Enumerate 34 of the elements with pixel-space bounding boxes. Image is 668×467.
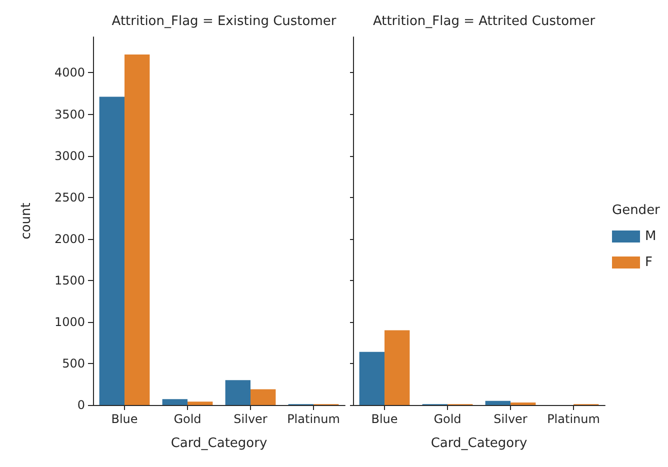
y-tick-label: 4000	[54, 66, 85, 80]
x-tick-label: Silver	[234, 412, 268, 426]
x-tick-label: Blue	[111, 412, 138, 426]
bar	[162, 399, 188, 405]
legend-title: Gender	[612, 203, 661, 218]
legend-label: M	[645, 229, 656, 244]
bar	[485, 400, 510, 405]
chart-title: Attrition_Flag = Existing Customer	[112, 14, 337, 29]
y-tick-label: 2000	[54, 232, 85, 246]
x-tick-label: Gold	[434, 412, 462, 426]
bar	[225, 380, 250, 405]
y-tick-label: 1000	[54, 314, 85, 329]
bar	[99, 96, 124, 405]
bar	[124, 54, 150, 405]
bar	[188, 402, 213, 405]
x-tick-label: Gold	[174, 412, 202, 426]
bar	[359, 352, 384, 405]
x-tick-label: Silver	[494, 412, 528, 426]
x-tick-label: Platinum	[547, 412, 600, 426]
x-tick-label: Platinum	[287, 412, 340, 426]
y-tick-label: 3000	[54, 148, 85, 163]
y-tick-label: 500	[62, 356, 85, 370]
x-axis-title: Card_Category	[430, 436, 528, 451]
y-tick-label: 2500	[54, 190, 85, 204]
y-axis-title: count	[19, 202, 34, 240]
bar	[384, 330, 410, 405]
x-tick-label: Blue	[371, 412, 398, 426]
y-tick-label: 3500	[54, 107, 85, 122]
legend-label: F	[645, 255, 652, 270]
chart-title: Attrition_Flag = Attrited Customer	[372, 14, 596, 29]
y-tick-label: 1500	[54, 273, 85, 288]
y-tick-label: 0	[77, 398, 85, 412]
x-axis-title: Card_Category	[170, 436, 268, 451]
bar	[250, 389, 276, 405]
